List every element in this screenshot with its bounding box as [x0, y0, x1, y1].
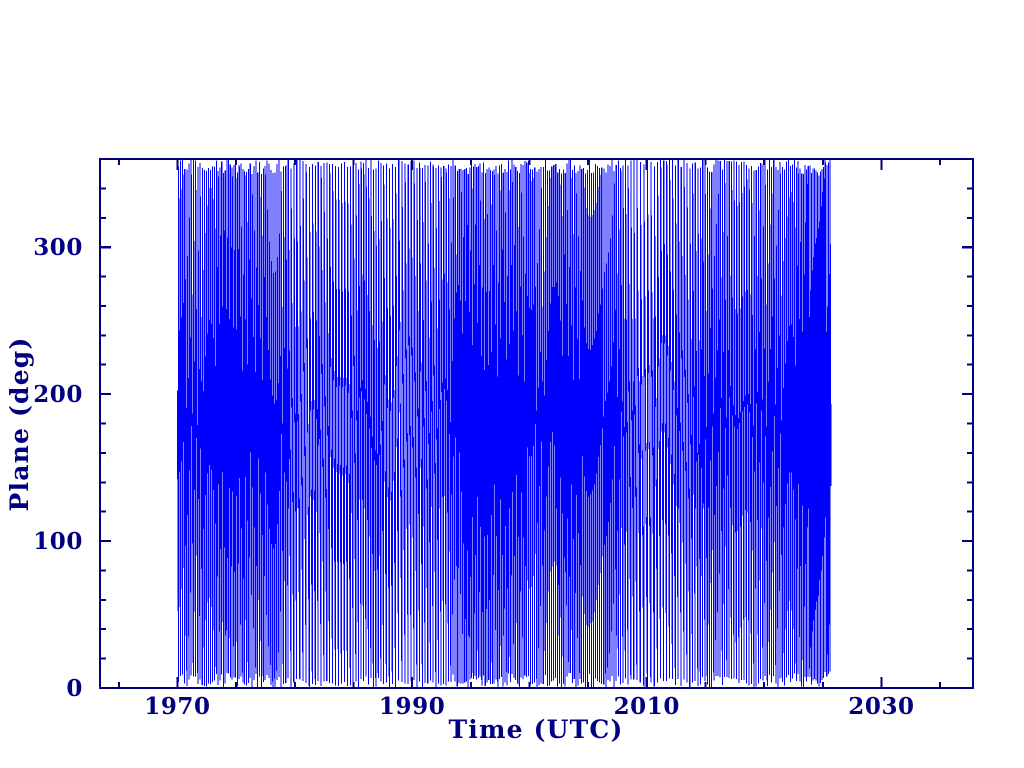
x-tick-label: 1970 [144, 693, 210, 720]
x-tick-labels: 1970 1990 2010 2030 [144, 693, 914, 720]
x-axis-label: Time (UTC) [448, 715, 623, 744]
y-tick-label: 0 [66, 675, 83, 702]
plane-angle-line [176, 159, 832, 688]
y-tick-label: 200 [33, 381, 83, 408]
tick-marks [100, 158, 973, 690]
x-tick-label: 1990 [379, 693, 445, 720]
data-series-plane [176, 159, 832, 688]
y-axis-label: Plane (deg) [5, 336, 34, 511]
x-tick-label: 2010 [614, 693, 680, 720]
y-tick-labels: 0 100 200 300 [33, 234, 83, 702]
y-tick-label: 100 [33, 528, 83, 555]
y-tick-label: 300 [33, 234, 83, 261]
x-tick-label: 2030 [848, 693, 914, 720]
